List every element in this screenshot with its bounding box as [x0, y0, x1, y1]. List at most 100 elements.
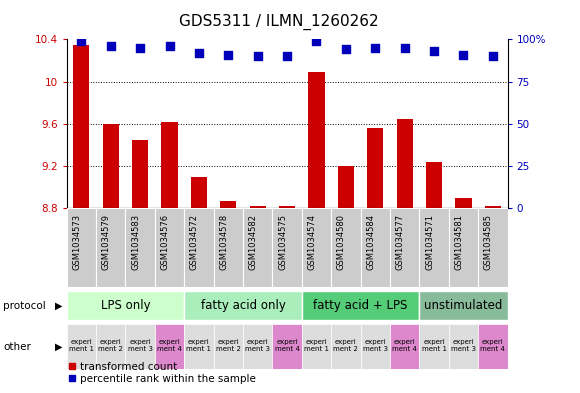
Text: experi
ment 1: experi ment 1 [304, 340, 329, 353]
Text: GDS5311 / ILMN_1260262: GDS5311 / ILMN_1260262 [179, 14, 378, 30]
Text: GSM1034573: GSM1034573 [72, 214, 81, 270]
Text: experi
ment 1: experi ment 1 [186, 340, 212, 353]
Text: other: other [3, 342, 31, 352]
Text: experi
ment 3: experi ment 3 [362, 340, 388, 353]
Bar [449, 208, 478, 287]
Text: experi
ment 1: experi ment 1 [69, 340, 94, 353]
Text: experi
ment 1: experi ment 1 [422, 340, 447, 353]
Text: experi
ment 3: experi ment 3 [245, 340, 270, 353]
Text: experi
ment 4: experi ment 4 [157, 340, 182, 353]
Bar [455, 198, 472, 208]
Text: experi
ment 2: experi ment 2 [216, 340, 241, 353]
Bar [161, 122, 177, 208]
Bar [213, 208, 243, 287]
Point [136, 44, 145, 51]
Text: experi
ment 3: experi ment 3 [451, 340, 476, 353]
Text: GSM1034572: GSM1034572 [190, 214, 199, 270]
Bar [273, 324, 302, 369]
Point [429, 48, 438, 54]
Point [459, 51, 468, 58]
Bar [125, 324, 155, 369]
Text: GSM1034580: GSM1034580 [337, 214, 346, 270]
Text: GSM1034576: GSM1034576 [161, 214, 169, 270]
Text: unstimulated: unstimulated [424, 299, 503, 312]
Bar [390, 324, 419, 369]
Bar [279, 206, 295, 208]
Bar [184, 208, 213, 287]
Point [77, 38, 86, 44]
Text: GSM1034571: GSM1034571 [425, 214, 434, 270]
Text: experi
ment 4: experi ment 4 [275, 340, 299, 353]
Bar [73, 44, 89, 208]
Text: GSM1034578: GSM1034578 [219, 214, 229, 270]
Text: experi
ment 3: experi ment 3 [128, 340, 153, 353]
Text: ▶: ▶ [55, 301, 63, 310]
Point [224, 51, 233, 58]
Bar [419, 324, 449, 369]
Bar [331, 324, 361, 369]
Point [371, 44, 380, 51]
Bar [426, 162, 442, 208]
Text: protocol: protocol [3, 301, 46, 310]
Bar [390, 208, 419, 287]
Text: GSM1034581: GSM1034581 [454, 214, 463, 270]
Point [312, 38, 321, 44]
Bar [302, 324, 331, 369]
Bar [243, 208, 273, 287]
Point [488, 53, 498, 59]
Text: fatty acid + LPS: fatty acid + LPS [313, 299, 408, 312]
Bar [132, 140, 148, 208]
Text: experi
ment 4: experi ment 4 [480, 340, 505, 353]
Point [194, 50, 204, 56]
Legend: transformed count, percentile rank within the sample: transformed count, percentile rank withi… [63, 357, 260, 388]
Bar [397, 119, 413, 208]
Text: experi
ment 2: experi ment 2 [99, 340, 123, 353]
Bar [478, 208, 508, 287]
Bar [67, 291, 184, 320]
Text: LPS only: LPS only [101, 299, 150, 312]
Bar [485, 206, 501, 208]
Text: GSM1034579: GSM1034579 [102, 214, 111, 270]
Text: ▶: ▶ [55, 342, 63, 352]
Text: GSM1034582: GSM1034582 [249, 214, 258, 270]
Bar [184, 291, 302, 320]
Bar [213, 324, 243, 369]
Bar [361, 208, 390, 287]
Bar [419, 208, 449, 287]
Bar [67, 324, 96, 369]
Point [165, 43, 174, 49]
Point [400, 44, 409, 51]
Bar [125, 208, 155, 287]
Bar [243, 324, 273, 369]
Text: experi
ment 2: experi ment 2 [334, 340, 358, 353]
Text: GSM1034583: GSM1034583 [131, 214, 140, 270]
Bar [220, 201, 237, 208]
Text: GSM1034585: GSM1034585 [484, 214, 493, 270]
Bar [302, 208, 331, 287]
Bar [96, 208, 125, 287]
Bar [361, 324, 390, 369]
Bar [367, 128, 383, 208]
Text: GSM1034575: GSM1034575 [278, 214, 287, 270]
Text: GSM1034574: GSM1034574 [307, 214, 317, 270]
Bar [155, 208, 184, 287]
Bar [309, 72, 325, 208]
Bar [449, 324, 478, 369]
Point [282, 53, 292, 59]
Text: fatty acid only: fatty acid only [201, 299, 285, 312]
Bar [103, 124, 119, 208]
Bar [302, 291, 419, 320]
Text: GSM1034577: GSM1034577 [396, 214, 405, 270]
Point [253, 53, 262, 59]
Bar [155, 324, 184, 369]
Bar [419, 291, 508, 320]
Point [341, 46, 350, 53]
Point [106, 43, 115, 49]
Bar [331, 208, 361, 287]
Bar [191, 176, 207, 208]
Bar [96, 324, 125, 369]
Bar [184, 324, 213, 369]
Bar [273, 208, 302, 287]
Bar [249, 206, 266, 208]
Text: GSM1034584: GSM1034584 [366, 214, 375, 270]
